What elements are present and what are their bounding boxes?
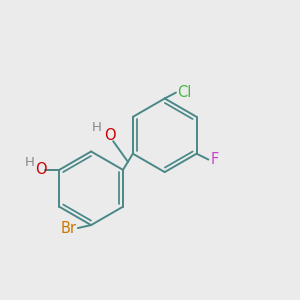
Text: F: F [210,152,219,167]
Text: H: H [92,122,102,134]
Text: O: O [104,128,116,143]
Text: O: O [35,162,47,177]
Text: Cl: Cl [178,85,192,100]
Text: Br: Br [61,220,77,236]
Text: H: H [24,156,34,169]
